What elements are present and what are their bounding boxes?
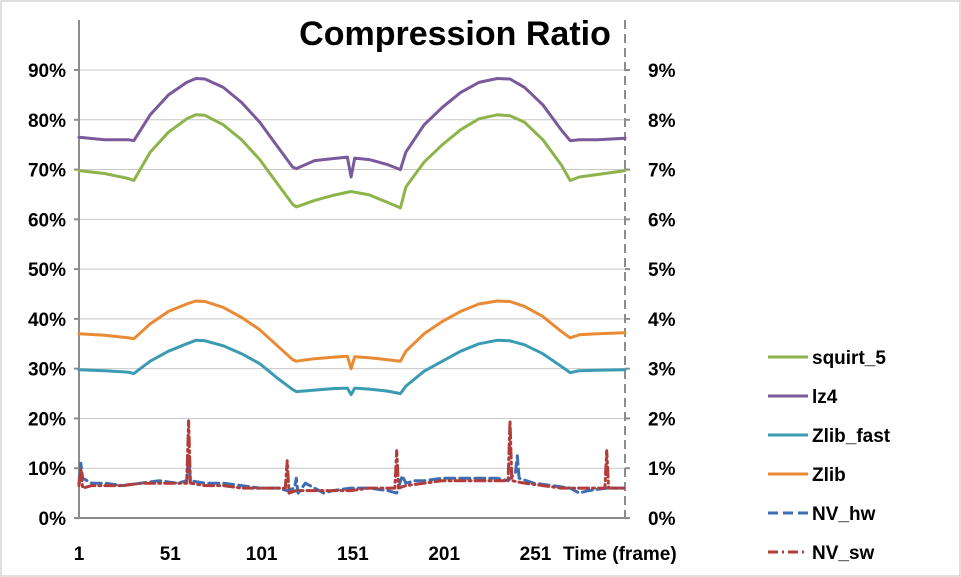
y-tick-label-right: 6% <box>648 210 676 231</box>
y-tick-label-left: 20% <box>28 409 66 430</box>
y-tick-label-right: 1% <box>648 459 676 480</box>
series-line-lz4 <box>77 77 627 179</box>
x-tick-label: 51 <box>160 544 182 565</box>
legend-label: Zlib_fast <box>812 426 891 447</box>
y-tick-label-left: 40% <box>28 310 66 331</box>
y-tick-label-right: 5% <box>648 260 676 281</box>
y-tick-label-right: 3% <box>648 360 676 381</box>
x-axis-title: Time (frame) <box>563 544 677 565</box>
x-tick-label: 151 <box>337 544 369 565</box>
y-tick-label-left: 80% <box>28 111 66 132</box>
y-tick-label-left: 10% <box>28 459 66 480</box>
legend-label: squirt_5 <box>812 348 886 369</box>
y-tick-label-left: 60% <box>28 210 66 231</box>
x-tick-label: 1 <box>74 544 85 565</box>
x-tick-label: 251 <box>520 544 552 565</box>
x-tick-label: 201 <box>428 544 460 565</box>
legend-label: lz4 <box>812 387 838 408</box>
series-line-zlib-fast <box>77 338 627 397</box>
y-tick-label-right: 8% <box>648 111 676 132</box>
y-tick-label-right: 4% <box>648 310 676 331</box>
y-tick-label-left: 70% <box>28 161 66 182</box>
series-line-nv-sw <box>77 419 627 495</box>
y-tick-label-right: 7% <box>648 161 676 182</box>
y-tick-label-right: 9% <box>648 61 676 82</box>
y-tick-label-left: 50% <box>28 260 66 281</box>
y-tick-label-left: 90% <box>28 61 66 82</box>
legend-label: NV_hw <box>812 504 876 525</box>
y-tick-label-left: 0% <box>39 509 67 530</box>
x-tick-label: 101 <box>246 544 278 565</box>
legend-label: Zlib <box>812 465 846 486</box>
y-tick-label-right: 2% <box>648 409 676 430</box>
series-line-zlib <box>77 299 627 371</box>
y-tick-label-left: 30% <box>28 360 66 381</box>
chart-title: Compression Ratio <box>299 15 611 53</box>
y-tick-label-right: 0% <box>648 509 676 530</box>
legend-label: NV_sw <box>812 543 875 564</box>
series-line-squirt-5 <box>77 113 627 210</box>
